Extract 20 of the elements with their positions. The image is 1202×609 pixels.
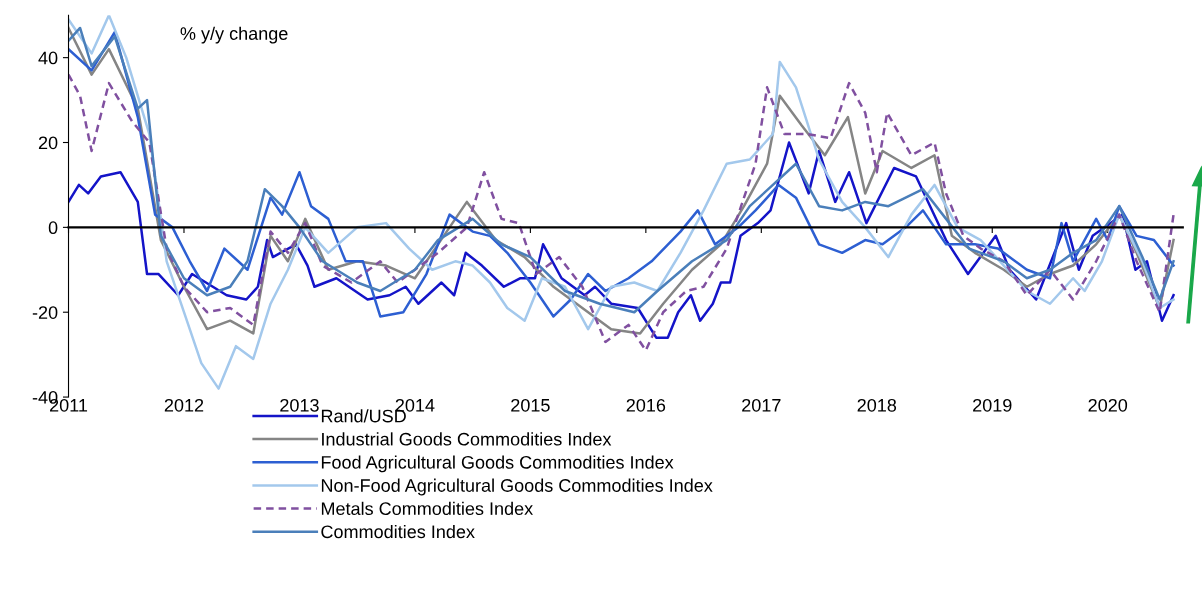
line-series	[68, 15, 1175, 390]
x-tick-label: 2020	[1088, 398, 1128, 412]
line-series	[68, 73, 1175, 352]
x-tick-label: 2016	[626, 398, 666, 412]
y-tick-label: 20	[38, 136, 58, 150]
x-tick-label: 2018	[857, 398, 897, 412]
legend-label: Industrial Goods Commodities Index	[322, 432, 612, 446]
x-tick-label: 2015	[511, 398, 550, 412]
x-tick-label: 2013	[280, 398, 319, 412]
legend-label: Food Agricultural Goods Commodities Index	[321, 455, 674, 473]
legend-label: Metals Commodities Index	[321, 501, 533, 516]
y-tick-label: -20	[32, 306, 58, 319]
y-axis-title: % y/y change	[180, 26, 288, 44]
y-tick-label: 0	[48, 221, 58, 235]
legend-label: Commodities Index	[321, 524, 475, 539]
x-tick-label: 2019	[973, 398, 1012, 412]
x-tick-label: 2017	[742, 398, 781, 412]
x-tick-label: 2012	[164, 398, 204, 412]
y-tick-label: 40	[38, 51, 58, 65]
legend-label: Non-Food Agricultural Goods Commodities Index	[321, 478, 713, 496]
